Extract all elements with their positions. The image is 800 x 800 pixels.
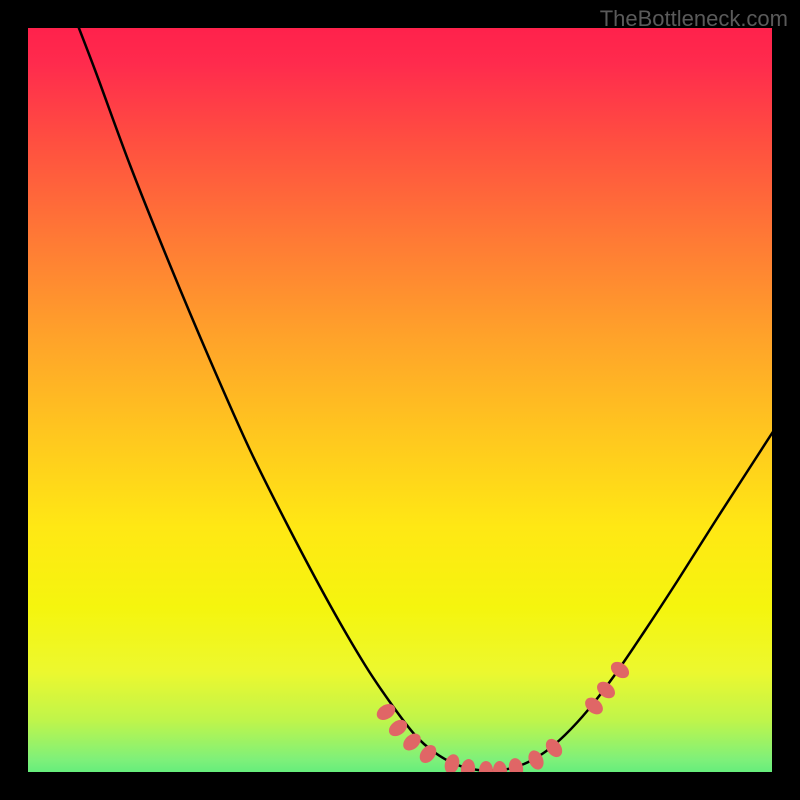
chart-svg: [0, 0, 800, 800]
watermark-text: TheBottleneck.com: [600, 6, 788, 32]
chart-background: [0, 0, 800, 800]
bottleneck-chart: TheBottleneck.com: [0, 0, 800, 800]
